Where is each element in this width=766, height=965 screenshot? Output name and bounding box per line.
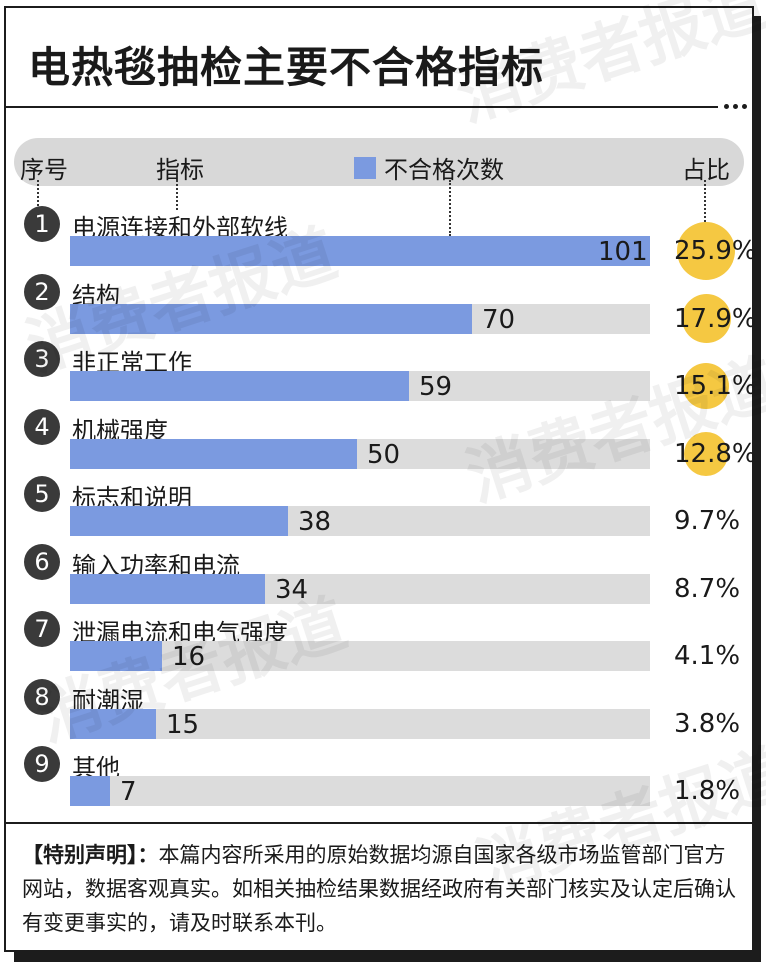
chart-row: 8 耐潮湿 15 3.8%	[6, 678, 766, 745]
seq-guide	[37, 180, 39, 206]
bar-track	[70, 776, 650, 806]
chart-row: 2 结构 70 17.9%	[6, 273, 766, 343]
header-percent: 占比	[682, 156, 730, 184]
percent-label: 8.7%	[674, 573, 741, 604]
percent-label: 9.7%	[674, 506, 741, 536]
bar	[70, 641, 162, 671]
percent-label: 25.9%	[674, 236, 757, 266]
disclaimer: 【特别声明】：本篇内容所采用的原始数据均源自国家各级市场监管部门官方网站，数据客…	[22, 838, 742, 940]
rank-badge: 2	[24, 273, 60, 310]
note-divider	[6, 822, 752, 824]
value-label: 101	[598, 237, 648, 267]
bar-track	[70, 708, 650, 739]
legend-guide	[449, 180, 451, 236]
rank-badge: 6	[24, 543, 60, 580]
indicator-guide	[176, 180, 178, 210]
value-label: 15	[166, 709, 200, 740]
chart-row: 3 非正常工作 59 15.1%	[6, 341, 766, 409]
header-indicator: 指标	[156, 156, 204, 184]
rank-badge: 3	[24, 341, 60, 377]
bar	[70, 438, 357, 469]
legend-swatch	[354, 156, 376, 179]
bar	[70, 708, 156, 739]
value-label: 50	[367, 439, 401, 470]
chart-row: 6 输入功率和电流 34 8.7%	[6, 543, 766, 610]
percent-label: 17.9%	[674, 303, 757, 334]
rank-badge: 7	[24, 611, 60, 647]
percent-label: 4.1%	[674, 641, 741, 671]
rank-badge: 9	[24, 746, 60, 782]
percent-circle	[683, 363, 729, 409]
percent-label: 3.8%	[674, 708, 741, 739]
value-label: 59	[419, 372, 453, 402]
percent-label: 12.8%	[674, 438, 757, 469]
percent-guide	[704, 180, 706, 222]
bar	[70, 303, 472, 334]
chart-row: 4 机械强度 50 12.8%	[6, 408, 766, 476]
chart-row: 9 其他 7 1.8%	[6, 746, 766, 812]
value-label: 7	[120, 777, 137, 807]
disclaimer-text: 本篇内容所采用的原始数据均源自国家各级市场监管部门官方网站，数据客观真实。如相关…	[22, 843, 736, 935]
percent-circle	[684, 431, 728, 476]
percent-circle	[677, 222, 735, 280]
value-label: 34	[275, 574, 309, 605]
bar-track	[70, 641, 650, 671]
percent-label: 1.8%	[674, 776, 741, 806]
percent-label: 15.1%	[674, 371, 757, 401]
value-label: 16	[172, 642, 206, 672]
legend-label: 不合格次数	[384, 156, 504, 184]
title-divider	[6, 106, 718, 108]
legend: 不合格次数	[354, 150, 504, 185]
bar	[70, 371, 409, 401]
percent-circle	[681, 294, 731, 343]
value-label: 38	[298, 507, 332, 537]
value-label: 70	[482, 304, 516, 335]
bar	[70, 776, 110, 806]
rank-badge: 5	[24, 476, 60, 512]
chart-row: 7 泄漏电流和电气强度 16 4.1%	[6, 611, 766, 677]
bar	[70, 573, 265, 604]
rank-badge: 1	[24, 206, 60, 242]
bar	[70, 506, 288, 536]
chart-row: 5 标志和说明 38 9.7%	[6, 476, 766, 542]
rank-badge: 8	[24, 678, 60, 715]
bar	[70, 236, 650, 266]
ellipsis-icon	[724, 104, 751, 109]
rank-badge: 4	[24, 408, 60, 445]
infographic-card: 电热毯抽检主要不合格指标 序号 指标 不合格次数 占比 1 电源连接和外部软线 10…	[4, 6, 757, 952]
page-title: 电热毯抽检主要不合格指标	[28, 43, 545, 92]
column-header-bar	[14, 138, 744, 186]
chart-row: 1 电源连接和外部软线 101 25.9%	[6, 206, 766, 280]
header-seq: 序号	[20, 156, 68, 184]
disclaimer-heading: 【特别声明】：	[22, 843, 159, 867]
